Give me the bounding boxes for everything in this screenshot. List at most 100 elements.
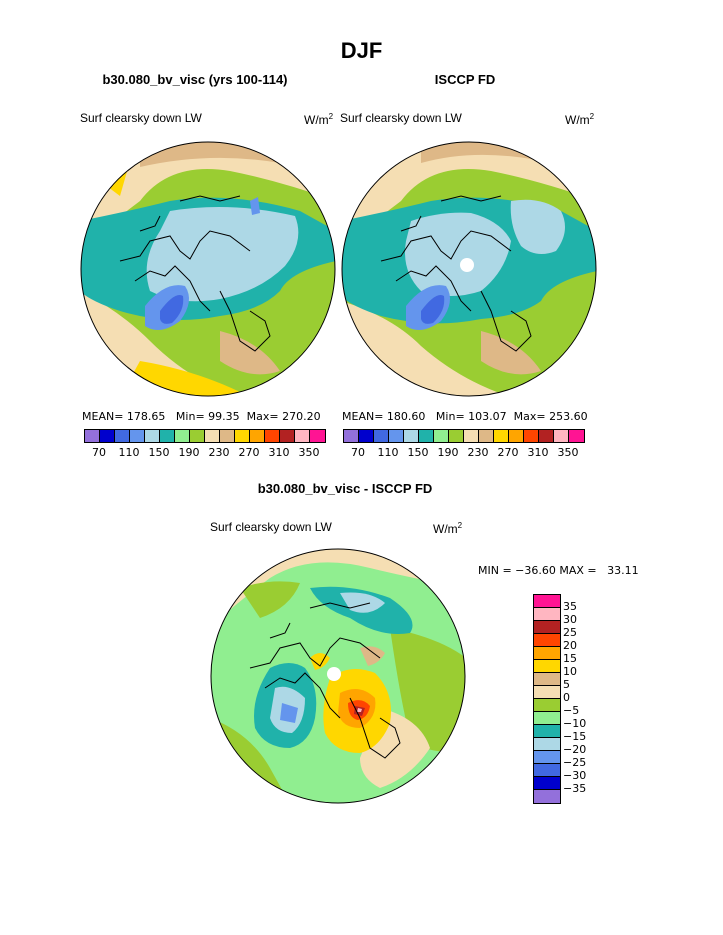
colorbar-tick-label: 190 bbox=[178, 446, 200, 459]
polar-map-difference bbox=[210, 548, 466, 804]
colorbar-swatch bbox=[534, 764, 560, 777]
colorbar-tick-label: 25 bbox=[563, 626, 577, 639]
units-sup: 2 bbox=[457, 521, 463, 530]
colorbar-swatch bbox=[534, 725, 560, 738]
colorbar-swatch bbox=[265, 430, 280, 442]
colorbar-swatch bbox=[534, 647, 560, 660]
stat-mean-label: MEAN= bbox=[82, 410, 124, 423]
colorbar-swatch bbox=[534, 621, 560, 634]
colorbar-swatch bbox=[389, 430, 404, 442]
colorbar-tick-label: −5 bbox=[563, 704, 580, 717]
panel-left-var-label: Surf clearsky down LW bbox=[80, 111, 202, 125]
colorbar-swatch bbox=[310, 430, 325, 442]
colorbar-right bbox=[343, 429, 585, 443]
main-title: DJF bbox=[340, 38, 383, 63]
colorbar-swatch bbox=[464, 430, 479, 442]
colorbar-tick-label: 230 bbox=[467, 446, 489, 459]
colorbar-swatch bbox=[534, 686, 560, 699]
colorbar-tick-label: 230 bbox=[208, 446, 230, 459]
colorbar-swatch bbox=[534, 712, 560, 725]
stat-max-label: Max= bbox=[246, 410, 279, 423]
colorbar-tick-label: 350 bbox=[298, 446, 320, 459]
diff-var-label: Surf clearsky down LW bbox=[210, 520, 332, 534]
colorbar-tick-label: 310 bbox=[268, 446, 290, 459]
stat-max: 270.20 bbox=[282, 410, 321, 423]
panel-left-units: W/m2 bbox=[304, 112, 333, 127]
stat-mean: 178.65 bbox=[126, 410, 166, 423]
colorbar-tick-label: 10 bbox=[563, 665, 577, 678]
colorbar-swatch bbox=[344, 430, 359, 442]
stats-left: MEAN= 178.65 Min= 99.35 Max= 270.20 bbox=[82, 410, 321, 423]
colorbar-swatch bbox=[569, 430, 584, 442]
colorbar-tick-label: 190 bbox=[437, 446, 459, 459]
colorbar-tick-label: 15 bbox=[563, 652, 577, 665]
colorbar-swatch bbox=[534, 660, 560, 673]
colorbar-tick-label: 70 bbox=[351, 446, 365, 459]
colorbar-tick-label: −30 bbox=[563, 769, 587, 782]
colorbar-tick-label: 350 bbox=[557, 446, 579, 459]
colorbar-tick-label: 150 bbox=[407, 446, 429, 459]
stat-max-label: Max= bbox=[513, 410, 546, 423]
colorbar-swatch bbox=[479, 430, 494, 442]
diff-minmax: MIN = −36.60 MAX = 33.11 bbox=[478, 564, 639, 577]
colorbar-swatch bbox=[534, 673, 560, 686]
polar-map-model bbox=[80, 141, 336, 397]
stat-min: 99.35 bbox=[208, 410, 240, 423]
colorbar-swatch bbox=[449, 430, 464, 442]
colorbar-tick-label: 0 bbox=[563, 691, 570, 704]
units-base: W/m bbox=[565, 113, 590, 127]
colorbar-tick-label: −10 bbox=[563, 717, 587, 730]
units-sup: 2 bbox=[328, 112, 334, 121]
units-base: W/m bbox=[304, 113, 329, 127]
colorbar-tick-label: 30 bbox=[563, 613, 577, 626]
colorbar-swatch bbox=[130, 430, 145, 442]
colorbar-swatch bbox=[359, 430, 374, 442]
stat-mean: 180.60 bbox=[386, 410, 426, 423]
panel-right-title: ISCCP FD bbox=[434, 72, 496, 87]
colorbar-swatch bbox=[554, 430, 569, 442]
colorbar-swatch bbox=[534, 699, 560, 712]
colorbar-swatch bbox=[295, 430, 310, 442]
polar-map-observed bbox=[341, 141, 597, 397]
colorbar-tick-label: 270 bbox=[497, 446, 519, 459]
stat-min: 103.07 bbox=[468, 410, 507, 423]
colorbar-swatch bbox=[534, 738, 560, 751]
colorbar-swatch bbox=[160, 430, 175, 442]
colorbar-swatch bbox=[235, 430, 250, 442]
stats-right: MEAN= 180.60 Min= 103.07 Max= 253.60 bbox=[342, 410, 588, 423]
colorbar-swatch bbox=[190, 430, 205, 442]
colorbar-tick-label: −20 bbox=[563, 743, 587, 756]
colorbar-tick-label: 270 bbox=[238, 446, 260, 459]
colorbar-swatch bbox=[539, 430, 554, 442]
colorbar-swatch bbox=[404, 430, 419, 442]
colorbar-swatch bbox=[220, 430, 235, 442]
colorbar-swatch bbox=[145, 430, 160, 442]
colorbar-swatch bbox=[534, 790, 560, 803]
colorbar-swatch bbox=[100, 430, 115, 442]
colorbar-swatch bbox=[250, 430, 265, 442]
colorbar-tick-label: 110 bbox=[377, 446, 399, 459]
colorbar-swatch bbox=[534, 608, 560, 621]
colorbar-swatch bbox=[494, 430, 509, 442]
stat-max: 253.60 bbox=[549, 410, 588, 423]
panel-right-var-label: Surf clearsky down LW bbox=[340, 111, 462, 125]
colorbar-left bbox=[84, 429, 326, 443]
colorbar-swatch bbox=[205, 430, 220, 442]
colorbar-swatch bbox=[509, 430, 524, 442]
diff-title: b30.080_bv_visc - ISCCP FD bbox=[257, 481, 433, 496]
colorbar-tick-label: 110 bbox=[118, 446, 140, 459]
colorbar-swatch bbox=[280, 430, 295, 442]
colorbar-swatch bbox=[85, 430, 100, 442]
panel-right-units: W/m2 bbox=[565, 112, 594, 127]
colorbar-swatch bbox=[534, 634, 560, 647]
colorbar-swatch bbox=[419, 430, 434, 442]
stat-mean-label: MEAN= bbox=[342, 410, 384, 423]
units-sup: 2 bbox=[589, 112, 595, 121]
colorbar-tick-label: −15 bbox=[563, 730, 587, 743]
colorbar-tick-label: 310 bbox=[527, 446, 549, 459]
diff-units: W/m2 bbox=[433, 521, 462, 536]
colorbar-tick-label: 5 bbox=[563, 678, 570, 691]
colorbar-swatch bbox=[524, 430, 539, 442]
colorbar-tick-label: −25 bbox=[563, 756, 587, 769]
colorbar-tick-label: 150 bbox=[148, 446, 170, 459]
